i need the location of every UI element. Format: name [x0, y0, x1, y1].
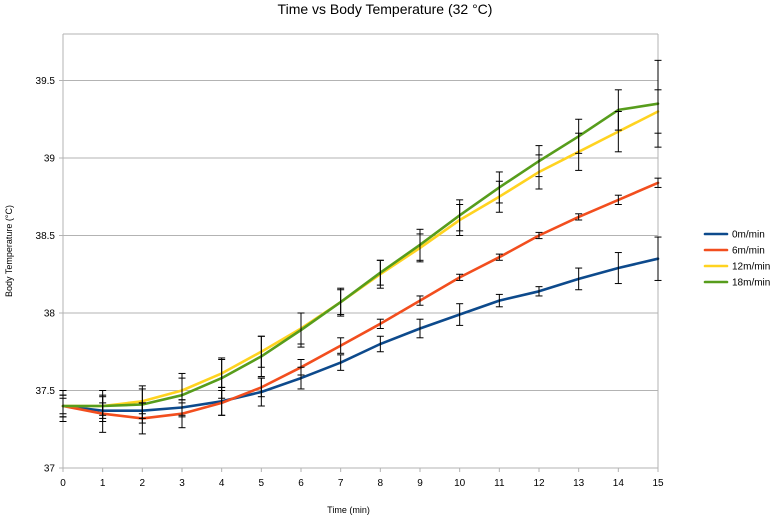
- x-tick-label: 6: [298, 478, 304, 489]
- error-bar: [614, 89, 622, 131]
- legend-item: 0m/min: [703, 230, 765, 241]
- error-bar: [456, 199, 464, 232]
- error-bar: [257, 377, 265, 398]
- error-bar: [297, 359, 305, 376]
- legend-label: 0m/min: [732, 230, 765, 241]
- x-tick-label: 1: [100, 478, 106, 489]
- error-bar: [99, 390, 107, 422]
- x-tick-label: 14: [613, 478, 625, 489]
- legend-item: 18m/min: [703, 278, 770, 289]
- error-bar: [376, 335, 384, 353]
- y-tick-label: 37.5: [36, 386, 56, 397]
- legend-label: 18m/min: [732, 278, 770, 289]
- x-tick-label: 13: [573, 478, 585, 489]
- error-bar: [535, 145, 543, 178]
- x-tick-label: 8: [378, 478, 384, 489]
- axes: [59, 33, 659, 472]
- error-bar: [575, 118, 583, 154]
- error-bar: [575, 213, 583, 221]
- x-axis-label: Time (min): [327, 505, 370, 515]
- error-bar: [337, 289, 345, 316]
- y-tick-labels: 37 37.5 38 38.5 39 39.5: [36, 76, 56, 475]
- series-group: [61, 102, 660, 420]
- x-tick-label: 10: [454, 478, 466, 489]
- series-line: [61, 181, 660, 420]
- x-tick-label: 5: [259, 478, 265, 489]
- error-bar: [218, 357, 226, 399]
- error-bar: [456, 273, 464, 281]
- error-bar: [495, 253, 503, 261]
- error-bar: [178, 372, 186, 418]
- y-tick-label: 38: [44, 309, 56, 320]
- error-bar: [59, 394, 67, 418]
- error-bar: [654, 59, 662, 148]
- x-tick-label: 0: [60, 478, 66, 489]
- legend-label: 6m/min: [732, 246, 765, 257]
- error-bar: [257, 335, 265, 378]
- error-bar: [297, 312, 305, 348]
- error-bar: [416, 318, 424, 339]
- y-tick-label: 39.5: [36, 76, 56, 87]
- x-tick-label: 4: [219, 478, 225, 489]
- error-bar: [614, 194, 622, 205]
- error-bar: [337, 337, 345, 354]
- y-tick-label: 37: [44, 464, 56, 475]
- y-tick-label: 39: [44, 154, 56, 165]
- x-tick-labels: 0 1 2 3 4 5 6 7 8 9 10 11 12 13 14 15: [60, 478, 664, 489]
- error-bar: [138, 385, 146, 424]
- x-tick-label: 9: [417, 478, 423, 489]
- x-tick-label: 3: [179, 478, 185, 489]
- legend-label: 12m/min: [732, 262, 770, 273]
- series-line: [61, 110, 660, 408]
- error-bar: [337, 354, 345, 371]
- legend: 0m/min 6m/min 12m/min 18m/min: [703, 230, 770, 289]
- x-tick-label: 15: [652, 478, 664, 489]
- error-bar: [376, 318, 384, 329]
- error-bar: [654, 177, 662, 188]
- error-bar: [456, 303, 464, 326]
- error-bar: [495, 293, 503, 308]
- series-line: [61, 257, 660, 413]
- error-bar: [416, 295, 424, 306]
- error-bar: [495, 171, 503, 204]
- legend-item: 6m/min: [703, 246, 765, 257]
- error-bar: [535, 286, 543, 297]
- x-tick-label: 11: [494, 478, 505, 489]
- x-tick-label: 2: [140, 478, 146, 489]
- y-axis-label: Body Temperature (°C): [4, 205, 14, 297]
- error-bars: [59, 59, 662, 435]
- error-bar: [654, 236, 662, 281]
- series-line: [61, 102, 660, 408]
- error-bar: [575, 267, 583, 291]
- y-tick-label: 38.5: [36, 231, 56, 242]
- chart-title: Time vs Body Temperature (32 °C): [278, 1, 493, 17]
- x-tick-label: 12: [533, 478, 545, 489]
- error-bar: [416, 228, 424, 261]
- legend-item: 12m/min: [703, 262, 770, 273]
- error-bar: [535, 231, 543, 240]
- x-tick-label: 7: [338, 478, 344, 489]
- error-bar: [376, 259, 384, 286]
- error-bar: [614, 252, 622, 285]
